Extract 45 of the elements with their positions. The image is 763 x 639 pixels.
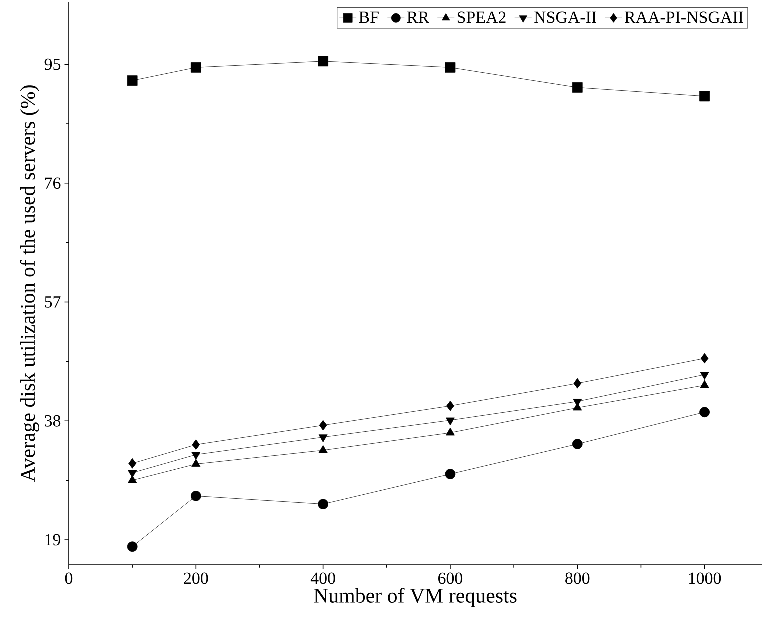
point bbox=[319, 420, 328, 431]
point bbox=[700, 380, 710, 388]
point bbox=[572, 439, 583, 450]
x-axis-title: Number of VM requests bbox=[314, 588, 517, 608]
point bbox=[128, 470, 138, 478]
x-tick-label: 1000 bbox=[689, 572, 722, 584]
point bbox=[127, 76, 138, 86]
point bbox=[572, 82, 583, 93]
point bbox=[446, 400, 454, 412]
y-tick-label: 57 bbox=[45, 296, 61, 308]
point bbox=[445, 62, 456, 73]
x-tick-label: 800 bbox=[566, 572, 590, 584]
y-axis-title: Average disk utilization of the used servers (%) bbox=[20, 86, 40, 482]
point bbox=[700, 372, 710, 380]
y-tick-label: 38 bbox=[45, 415, 61, 427]
x-tick-label: 600 bbox=[438, 572, 463, 584]
point bbox=[318, 56, 328, 67]
point bbox=[446, 428, 455, 436]
point bbox=[700, 407, 710, 418]
point bbox=[318, 499, 328, 510]
point bbox=[190, 62, 202, 73]
point bbox=[128, 458, 137, 469]
point bbox=[318, 434, 328, 443]
point bbox=[190, 491, 202, 502]
point bbox=[192, 440, 200, 450]
x-tick-label: 400 bbox=[310, 572, 336, 584]
y-tick-label: 19 bbox=[46, 534, 61, 546]
legend-label: SPEA2 bbox=[458, 12, 506, 24]
x-tick-label: 0 bbox=[65, 572, 73, 584]
x-tick-label: 200 bbox=[184, 572, 208, 584]
y-tick-label: 95 bbox=[44, 58, 61, 70]
legend-label: NSGA-II bbox=[534, 12, 596, 24]
legend-label: RAA-PI-NSGAII bbox=[624, 12, 744, 24]
point bbox=[192, 452, 201, 460]
point bbox=[192, 459, 201, 467]
point bbox=[318, 445, 328, 454]
point bbox=[700, 353, 709, 364]
legend-label: RR bbox=[407, 12, 430, 23]
point bbox=[445, 469, 456, 480]
legend-label: BF bbox=[359, 12, 379, 24]
point bbox=[446, 418, 455, 426]
y-tick-label: 76 bbox=[45, 178, 61, 190]
point bbox=[127, 542, 138, 552]
point bbox=[574, 378, 582, 389]
point bbox=[700, 91, 710, 102]
